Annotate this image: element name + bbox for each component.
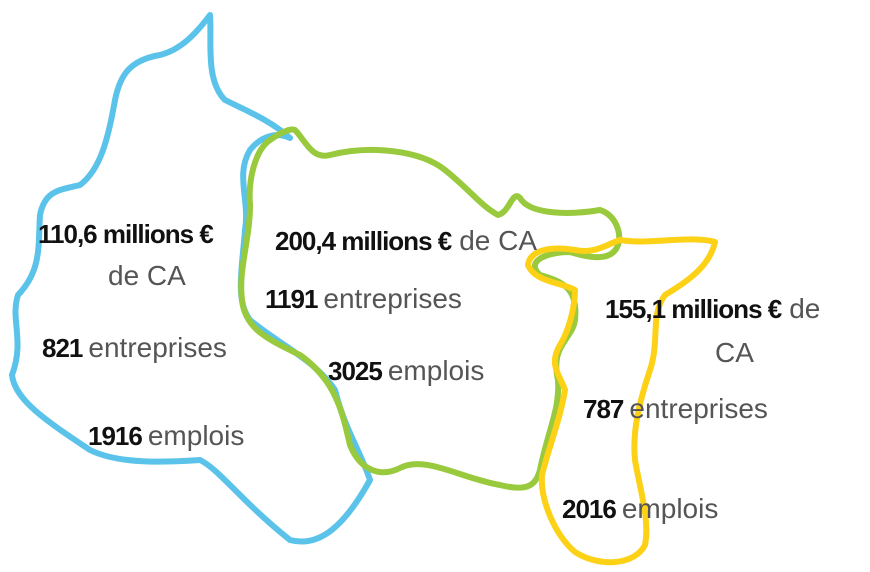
companies-line: 1191 entreprises	[265, 283, 462, 314]
companies: 787	[583, 394, 624, 424]
jobs-line: 1916 emplois	[88, 420, 244, 451]
revenue-unit: de CA	[108, 260, 186, 291]
revenue-line: 110,6 millions €	[38, 219, 213, 249]
zone-outline-yellow	[525, 236, 718, 566]
revenue: 155,1 millions €	[605, 294, 782, 324]
jobs-label: emplois	[388, 355, 484, 386]
companies-label: entreprises	[88, 332, 227, 363]
companies-line: 787 entreprises	[583, 393, 768, 424]
jobs: 3025	[328, 356, 382, 386]
jobs: 1916	[88, 421, 142, 451]
jobs-label: emplois	[148, 420, 244, 451]
revenue-unit: de	[789, 293, 820, 324]
jobs-line: 3025 emplois	[328, 355, 484, 386]
revenue-line: 200,4 millions € de CA	[275, 225, 537, 256]
revenue: 110,6 millions €	[38, 219, 213, 249]
revenue-unit: de CA	[459, 225, 537, 256]
companies: 1191	[265, 284, 318, 314]
companies-line: 821 entreprises	[42, 332, 227, 363]
zone-outline-blue	[9, 12, 373, 545]
revenue-line: 155,1 millions € de	[605, 293, 820, 324]
jobs-line: 2016 emplois	[562, 493, 718, 524]
revenue-unit: CA	[715, 337, 754, 368]
jobs-label: emplois	[622, 493, 718, 524]
jobs: 2016	[562, 494, 616, 524]
companies: 821	[42, 333, 83, 363]
companies-label: entreprises	[323, 283, 462, 314]
revenue: 200,4 millions €	[275, 226, 452, 256]
companies-label: entreprises	[629, 393, 768, 424]
